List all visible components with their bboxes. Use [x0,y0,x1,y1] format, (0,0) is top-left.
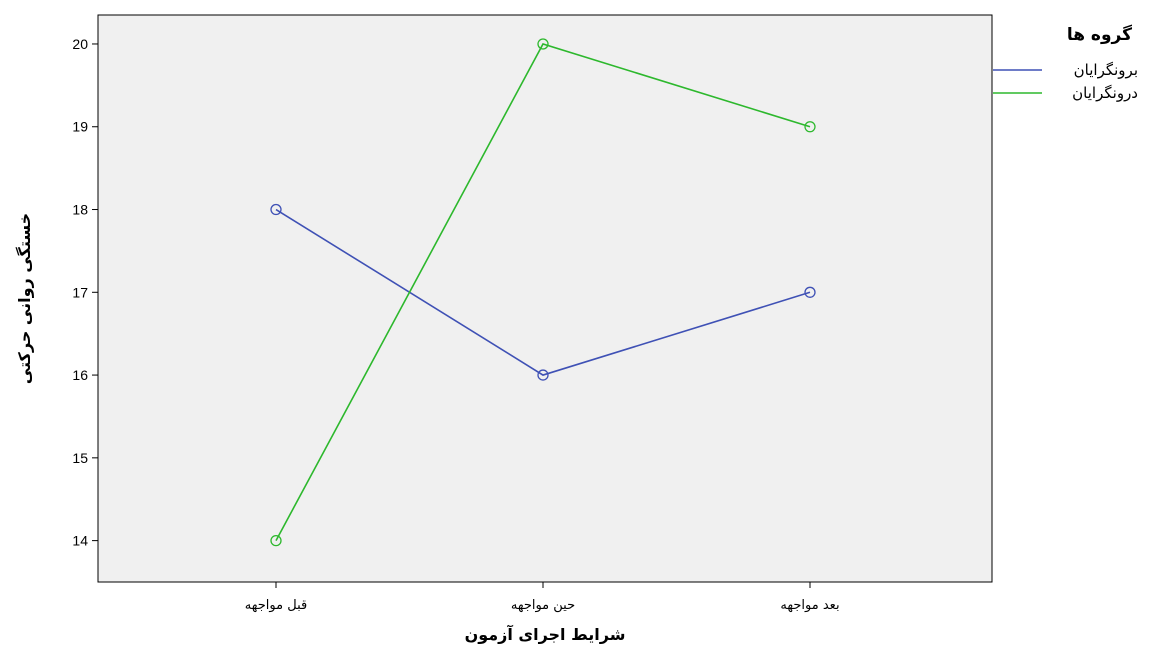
y-tick-label: 17 [72,284,88,300]
x-axis-title: شرایط اجرای آزمون [465,624,626,644]
data-point [537,38,549,50]
legend-label: درونگرایان [1072,84,1138,102]
data-point [804,121,816,133]
y-axis-title: خستگی روانی حرکتی [15,213,34,384]
plot-area [97,14,993,583]
series-line-1 [275,208,811,376]
x-tick-label: بعد مواجهه [780,598,839,613]
x-tick-label: حین مواجهه [511,598,575,613]
data-point [537,369,549,381]
data-point [270,534,282,547]
series-line-2 [275,43,811,541]
y-tick-label: 14 [72,533,88,549]
y-axis: 14 15 16 17 18 19 20 [72,36,98,549]
legend-title: گروه ها [1067,24,1132,45]
y-tick-label: 19 [72,119,88,135]
y-tick-label: 16 [72,367,88,383]
series-layer [270,38,816,547]
y-tick-label: 15 [72,450,88,466]
y-tick-label: 18 [72,202,88,218]
legend: گروه ها برونگرایان درونگرایان [993,24,1138,102]
legend-label: برونگرایان [1074,61,1138,79]
x-axis: قبل مواجهه حین مواجهه بعد مواجهه [245,582,840,613]
data-point [270,203,282,216]
y-tick-label: 20 [72,36,88,52]
data-point [804,286,816,298]
x-tick-label: قبل مواجهه [245,598,307,613]
